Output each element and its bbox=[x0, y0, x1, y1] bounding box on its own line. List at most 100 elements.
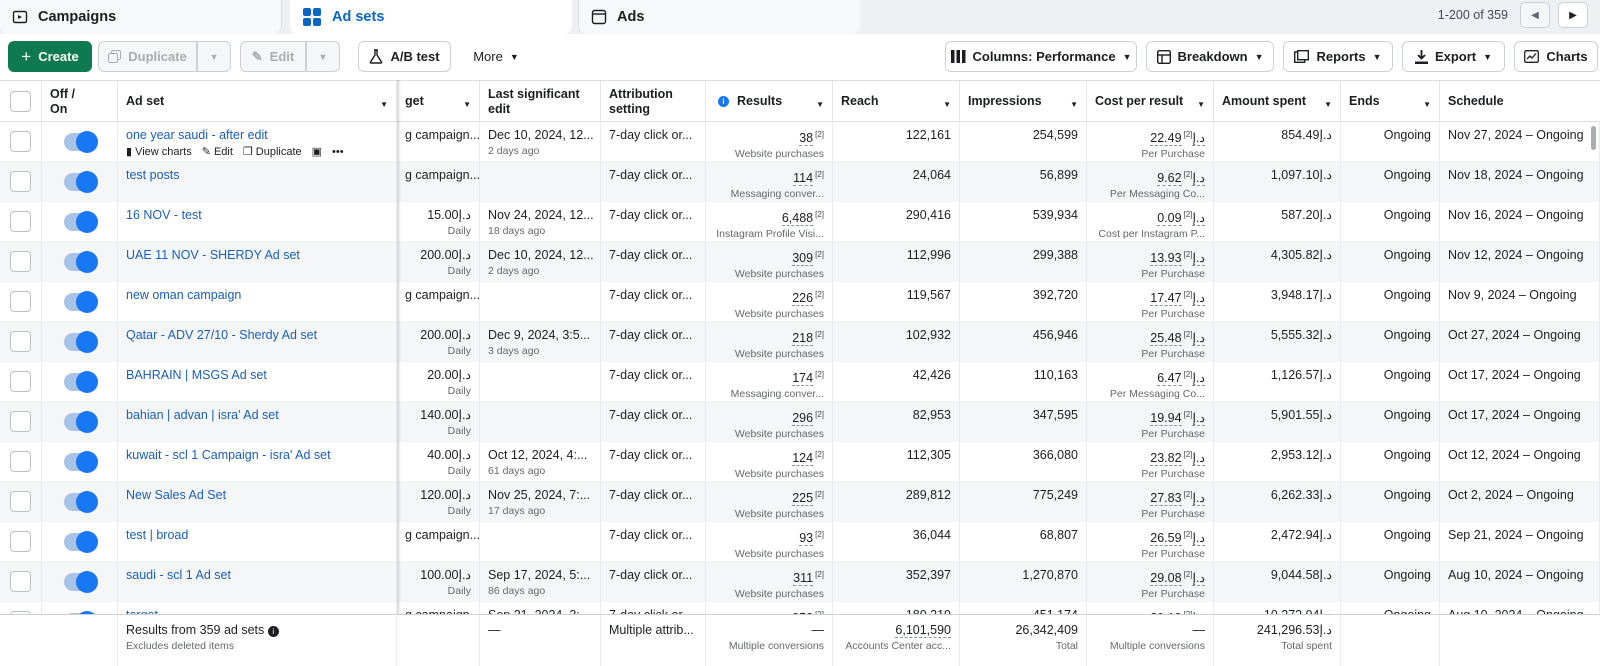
row-checkbox[interactable] bbox=[10, 371, 31, 392]
header-budget[interactable]: get ▼ bbox=[397, 81, 480, 122]
budget-type: Daily bbox=[447, 505, 471, 517]
delivery-toggle[interactable] bbox=[63, 411, 98, 433]
duplicate-dropdown-button[interactable]: ▼ bbox=[197, 41, 231, 72]
vertical-scrollbar[interactable] bbox=[1591, 126, 1596, 150]
ad-set-name-link[interactable]: bahian | advan | isra' Ad set bbox=[126, 408, 279, 422]
select-all-checkbox[interactable] bbox=[10, 91, 31, 112]
delivery-toggle[interactable] bbox=[63, 491, 98, 513]
cpr-number: 6.47 bbox=[1157, 371, 1182, 386]
cost-per-result-cell: 22.49 د.إ[2] Per Purchase bbox=[1087, 122, 1214, 162]
budget-number: 200.00 bbox=[420, 248, 459, 262]
delivery-toggle[interactable] bbox=[63, 171, 98, 193]
create-button[interactable]: + Create bbox=[8, 41, 92, 72]
toggle-cell bbox=[42, 522, 118, 562]
ad-set-name-link[interactable]: 16 NOV - test bbox=[126, 208, 202, 222]
row-checkbox[interactable] bbox=[10, 291, 31, 312]
more-button[interactable]: More ▼ bbox=[462, 41, 530, 72]
ad-set-name-link[interactable]: test posts bbox=[126, 168, 180, 182]
header-ends[interactable]: Ends ▼ bbox=[1341, 81, 1440, 122]
header-reach[interactable]: Reach ▼ bbox=[833, 81, 960, 122]
duplicate-action[interactable]: ❐ Duplicate bbox=[243, 145, 302, 159]
header-amount-spent[interactable]: Amount spent ▼ bbox=[1214, 81, 1341, 122]
header-attribution[interactable]: Attribution setting bbox=[601, 81, 706, 122]
ad-set-name-link[interactable]: one year saudi - after edit bbox=[126, 128, 268, 142]
table-row[interactable]: test posts g campaign... 7-day click or.… bbox=[0, 162, 1600, 202]
row-checkbox[interactable] bbox=[10, 611, 31, 614]
header-last-edit[interactable]: Last significant edit bbox=[480, 81, 601, 122]
view-charts-action[interactable]: ▮ View charts bbox=[126, 145, 192, 159]
table-row[interactable]: test | broad g campaign... 7-day click o… bbox=[0, 522, 1600, 562]
ad-set-name-link[interactable]: new oman campaign bbox=[126, 288, 242, 302]
next-page-button[interactable]: ▶ bbox=[1558, 2, 1588, 28]
table-row[interactable]: target g campaign... Sep 21, 2024, 3:...… bbox=[0, 602, 1600, 614]
delivery-toggle[interactable] bbox=[63, 611, 98, 614]
row-checkbox[interactable] bbox=[10, 491, 31, 512]
tab-ads[interactable]: Ads bbox=[578, 0, 860, 34]
results-type: Website purchases bbox=[734, 508, 824, 521]
row-checkbox[interactable] bbox=[10, 531, 31, 552]
delivery-toggle[interactable] bbox=[63, 371, 98, 393]
columns-button[interactable]: Columns: Performance ▼ bbox=[945, 41, 1137, 72]
table-row[interactable]: UAE 11 NOV - SHERDY Ad set 200.00د.إ Dail… bbox=[0, 242, 1600, 282]
row-checkbox[interactable] bbox=[10, 131, 31, 152]
checkbox-cell bbox=[0, 562, 42, 602]
ad-set-name-link[interactable]: saudi - scl 1 Ad set bbox=[126, 568, 231, 582]
export-button[interactable]: Export ▼ bbox=[1402, 41, 1505, 72]
ad-set-name-link[interactable]: target bbox=[126, 606, 388, 614]
preview-action[interactable]: ▣ bbox=[312, 145, 322, 158]
results-value: 225 [2] bbox=[714, 486, 824, 507]
ad-set-name-link[interactable]: kuwait - scl 1 Campaign - isra' Ad set bbox=[126, 448, 331, 462]
delivery-toggle[interactable] bbox=[63, 211, 98, 233]
row-checkbox[interactable] bbox=[10, 571, 31, 592]
delivery-toggle[interactable] bbox=[63, 251, 98, 273]
row-checkbox[interactable] bbox=[10, 411, 31, 432]
edit-action[interactable]: ✎ Edit bbox=[202, 145, 233, 159]
table-row[interactable]: new oman campaign g campaign... 7-day cl… bbox=[0, 282, 1600, 322]
delivery-toggle[interactable] bbox=[63, 331, 98, 353]
delivery-toggle[interactable] bbox=[63, 131, 98, 153]
more-actions[interactable]: ••• bbox=[332, 145, 344, 158]
table-row[interactable]: Qatar - ADV 27/10 - Sherdy Ad set 200.00… bbox=[0, 322, 1600, 362]
delivery-toggle[interactable] bbox=[63, 291, 98, 313]
ad-set-name-link[interactable]: Qatar - ADV 27/10 - Sherdy Ad set bbox=[126, 328, 318, 342]
info-icon[interactable]: i bbox=[718, 96, 729, 107]
table-row[interactable]: saudi - scl 1 Ad set 100.00د.إ Daily Sep … bbox=[0, 562, 1600, 602]
table-row[interactable]: bahian | advan | isra' Ad set 140.00د.إ D… bbox=[0, 402, 1600, 442]
ad-set-name-link[interactable]: UAE 11 NOV - SHERDY Ad set bbox=[126, 248, 300, 262]
edit-button[interactable]: ✎ Edit bbox=[240, 41, 306, 72]
ad-set-name-link[interactable]: test | broad bbox=[126, 528, 189, 542]
header-results[interactable]: i Results ▼ bbox=[706, 81, 833, 122]
reports-button[interactable]: Reports ▼ bbox=[1283, 41, 1393, 72]
delivery-toggle[interactable] bbox=[63, 571, 98, 593]
currency-symbol: د.إ bbox=[1319, 528, 1332, 542]
ad-set-name-link[interactable]: New Sales Ad Set bbox=[126, 488, 227, 502]
table-row[interactable]: kuwait - scl 1 Campaign - isra' Ad set 4… bbox=[0, 442, 1600, 482]
row-checkbox[interactable] bbox=[10, 251, 31, 272]
tab-ad-sets[interactable]: Ad sets bbox=[290, 0, 572, 34]
header-cost-per-result[interactable]: Cost per result ▼ bbox=[1087, 81, 1214, 122]
row-checkbox[interactable] bbox=[10, 211, 31, 232]
ad-set-name-link[interactable]: BAHRAIN | MSGS Ad set bbox=[126, 368, 267, 382]
header-off-on[interactable]: Off / On bbox=[42, 81, 118, 122]
header-impressions[interactable]: Impressions ▼ bbox=[960, 81, 1087, 122]
row-checkbox[interactable] bbox=[10, 171, 31, 192]
row-checkbox[interactable] bbox=[10, 451, 31, 472]
breakdown-button[interactable]: Breakdown ▼ bbox=[1146, 41, 1274, 72]
table-row[interactable]: New Sales Ad Set 120.00د.إ Daily Nov 25, … bbox=[0, 482, 1600, 522]
table-row[interactable]: 16 NOV - test 15.00د.إ Daily Nov 24, 2024… bbox=[0, 202, 1600, 242]
last-edit-value: Dec 10, 2024, 12... bbox=[488, 128, 594, 142]
delivery-toggle[interactable] bbox=[63, 531, 98, 553]
header-ad-set[interactable]: Ad set ▼ bbox=[118, 81, 397, 122]
charts-button[interactable]: Charts bbox=[1514, 41, 1598, 72]
delivery-toggle[interactable] bbox=[63, 451, 98, 473]
header-schedule[interactable]: Schedule bbox=[1440, 81, 1600, 122]
table-row[interactable]: BAHRAIN | MSGS Ad set 20.00د.إ Daily 7-da… bbox=[0, 362, 1600, 402]
ab-test-button[interactable]: A/B test bbox=[358, 41, 451, 72]
tab-campaigns[interactable]: Campaigns bbox=[0, 0, 282, 34]
duplicate-button[interactable]: Duplicate bbox=[98, 41, 197, 72]
previous-page-button[interactable]: ◀ bbox=[1520, 2, 1550, 28]
info-icon[interactable]: i bbox=[267, 626, 279, 637]
edit-dropdown-button[interactable]: ▼ bbox=[306, 41, 340, 72]
table-row[interactable]: one year saudi - after edit ▮ View charts… bbox=[0, 122, 1600, 162]
row-checkbox[interactable] bbox=[10, 331, 31, 352]
